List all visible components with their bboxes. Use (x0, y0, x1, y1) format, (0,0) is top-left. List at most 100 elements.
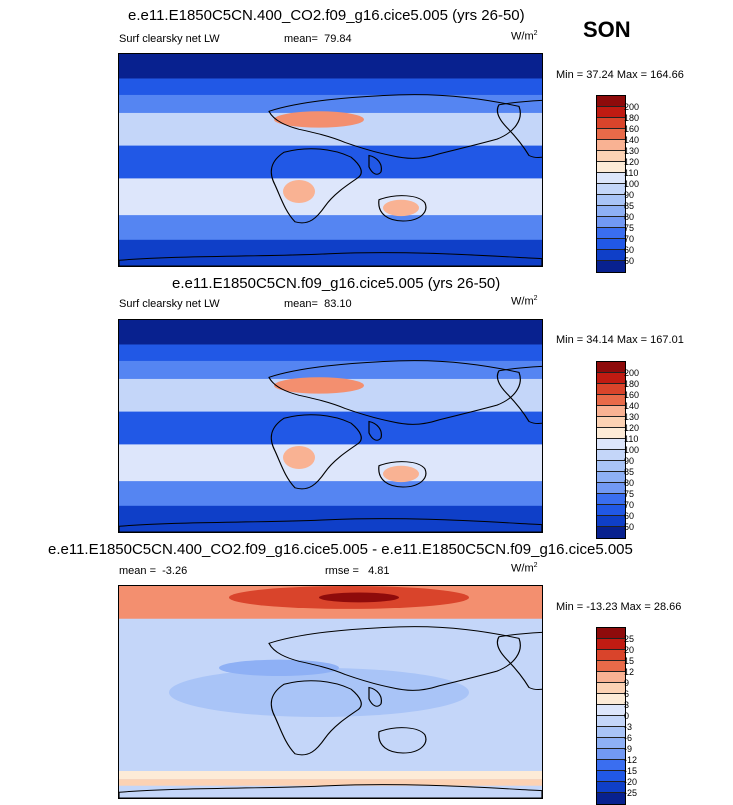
colorbar-tick-label: 85 (624, 201, 635, 211)
colorbar-box (597, 217, 625, 228)
panel1-units: W/m2 (511, 30, 538, 43)
colorbar-box (597, 195, 625, 206)
colorbar-tick-label: 0 (624, 711, 630, 721)
colorbar-box (597, 738, 625, 749)
colorbar-box (597, 505, 625, 516)
colorbar-tick-label: 50 (624, 522, 635, 532)
colorbar-box (597, 228, 625, 239)
colorbar-box (597, 129, 625, 140)
colorbar-box (597, 760, 625, 771)
field-highlat-n (119, 344, 542, 361)
colorbar-box (597, 782, 625, 793)
colorbar-box (597, 516, 625, 527)
field-s-africa (283, 180, 315, 203)
panel1-variable: Surf clearsky net LW (119, 33, 220, 45)
colorbar-tick-label: 50 (624, 256, 635, 266)
field-midlat-s (119, 481, 542, 506)
coastline (496, 99, 542, 158)
coastline (496, 631, 542, 690)
panel2-colorbar (596, 361, 626, 539)
coastline (378, 727, 427, 754)
field-australia (383, 199, 419, 217)
panel1-title: e.e11.E1850C5CN.400_CO2.f09_g16.cice5.00… (128, 7, 525, 24)
colorbar-tick-label: 100 (624, 179, 640, 189)
field-tropics (119, 145, 542, 179)
panel3-mean: mean = -3.26 (119, 565, 188, 577)
colorbar-box (597, 472, 625, 483)
coastline (378, 461, 427, 488)
coastline (368, 420, 382, 441)
colorbar-box (597, 672, 625, 683)
coastline (268, 94, 521, 159)
colorbar-tick-label: 100 (624, 445, 640, 455)
colorbar-tick-label: 70 (624, 234, 635, 244)
colorbar-tick-label: 70 (624, 500, 635, 510)
colorbar-box (597, 527, 625, 538)
colorbar-box (597, 96, 625, 107)
panel2-mean: mean= 83.10 (284, 298, 352, 310)
field-midlat-s (119, 215, 542, 240)
field-tropics (169, 667, 469, 717)
colorbar-box (597, 450, 625, 461)
field-tropics (119, 411, 542, 445)
colorbar-box (597, 373, 625, 384)
colorbar-tick-label: -6 (624, 733, 633, 743)
field-southern (119, 239, 542, 266)
colorbar-box (597, 727, 625, 738)
colorbar-tick-label: 90 (624, 456, 635, 466)
season-label: SON (583, 17, 631, 42)
coastline (119, 518, 542, 532)
field-southern (119, 505, 542, 532)
colorbar-box (597, 384, 625, 395)
field-subtrop-s (119, 444, 542, 482)
field-arctic (119, 320, 542, 345)
colorbar-box (597, 151, 625, 162)
panel1-minmax: Min = 37.24 Max = 164.66 (556, 69, 684, 81)
colorbar-box (597, 639, 625, 650)
panel3-colorbar (596, 627, 626, 805)
colorbar-tick-label: 60 (624, 511, 635, 521)
colorbar-tick-label: 6 (624, 689, 630, 699)
colorbar-box (597, 705, 625, 716)
coastline (270, 414, 362, 490)
colorbar-tick-label: 80 (624, 212, 635, 222)
colorbar-tick-label: 110 (624, 168, 639, 178)
coastline (119, 252, 542, 266)
panel2-map (118, 319, 543, 533)
map-svg (119, 320, 542, 532)
colorbar-tick-label: 140 (624, 135, 640, 145)
colorbar-tick-label: 75 (624, 489, 635, 499)
colorbar-box (597, 162, 625, 173)
coastline (378, 195, 427, 222)
colorbar-box (597, 184, 625, 195)
colorbar-tick-label: 160 (624, 390, 640, 400)
colorbar-tick-label: 85 (624, 467, 635, 477)
colorbar-tick-label: -9 (624, 744, 633, 754)
coastline (368, 154, 382, 175)
panel2-title: e.e11.E1850C5CN.f09_g16.cice5.005 (yrs 2… (172, 275, 501, 292)
field-s-africa (283, 446, 315, 469)
colorbar-box (597, 650, 625, 661)
colorbar-box (597, 107, 625, 118)
field-arctic (119, 54, 542, 79)
field-arctic-peak (319, 592, 399, 603)
colorbar-box (597, 439, 625, 450)
coastline (270, 680, 362, 756)
map-svg (119, 586, 542, 798)
field-subtrop-s (119, 178, 542, 216)
coastline (268, 360, 521, 425)
colorbar-box (597, 417, 625, 428)
panel3-units: W/m2 (511, 562, 538, 575)
panel2-minmax: Min = 34.14 Max = 167.01 (556, 334, 684, 346)
colorbar-box (597, 239, 625, 250)
colorbar-tick-label: 15 (624, 656, 635, 666)
panel3-rmse: rmse = 4.81 (325, 565, 390, 577)
coastline (368, 686, 382, 707)
colorbar-tick-label: 130 (624, 412, 640, 422)
colorbar-box (597, 494, 625, 505)
colorbar-box (597, 749, 625, 760)
colorbar-box (597, 716, 625, 727)
map-svg (119, 54, 542, 266)
colorbar-box (597, 206, 625, 217)
colorbar-tick-label: 25 (624, 634, 635, 644)
